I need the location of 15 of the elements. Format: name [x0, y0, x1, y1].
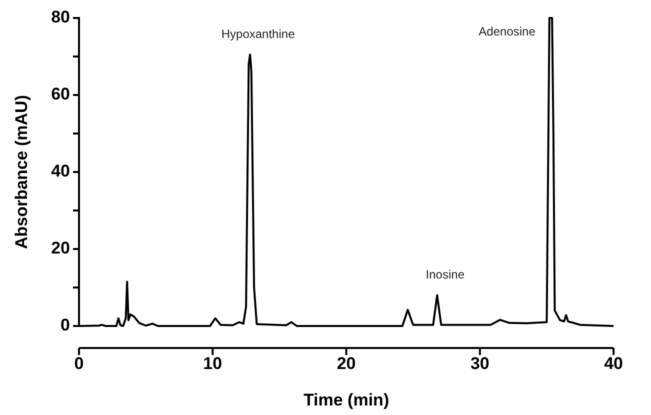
y-axis-title: Absorbance (mAU) — [12, 95, 31, 249]
x-tick-label: 0 — [74, 354, 84, 373]
x-tick-label: 20 — [336, 354, 356, 373]
annotation: Inosine — [426, 268, 465, 282]
x-tick-label: 30 — [470, 354, 490, 373]
x-axis-title: Time (min) — [303, 390, 390, 410]
y-tick-label: 80 — [51, 8, 70, 27]
y-tick-label: 0 — [60, 316, 70, 335]
x-tick-label: 10 — [203, 354, 222, 373]
x-tick-label: 40 — [604, 354, 624, 373]
annotation: Hypoxanthine — [221, 26, 296, 41]
y-tick-label: 60 — [51, 84, 70, 104]
annotation: Adenosine — [478, 24, 536, 38]
y-tick-label: 40 — [51, 162, 70, 181]
y-tick-label: 20 — [51, 238, 70, 258]
